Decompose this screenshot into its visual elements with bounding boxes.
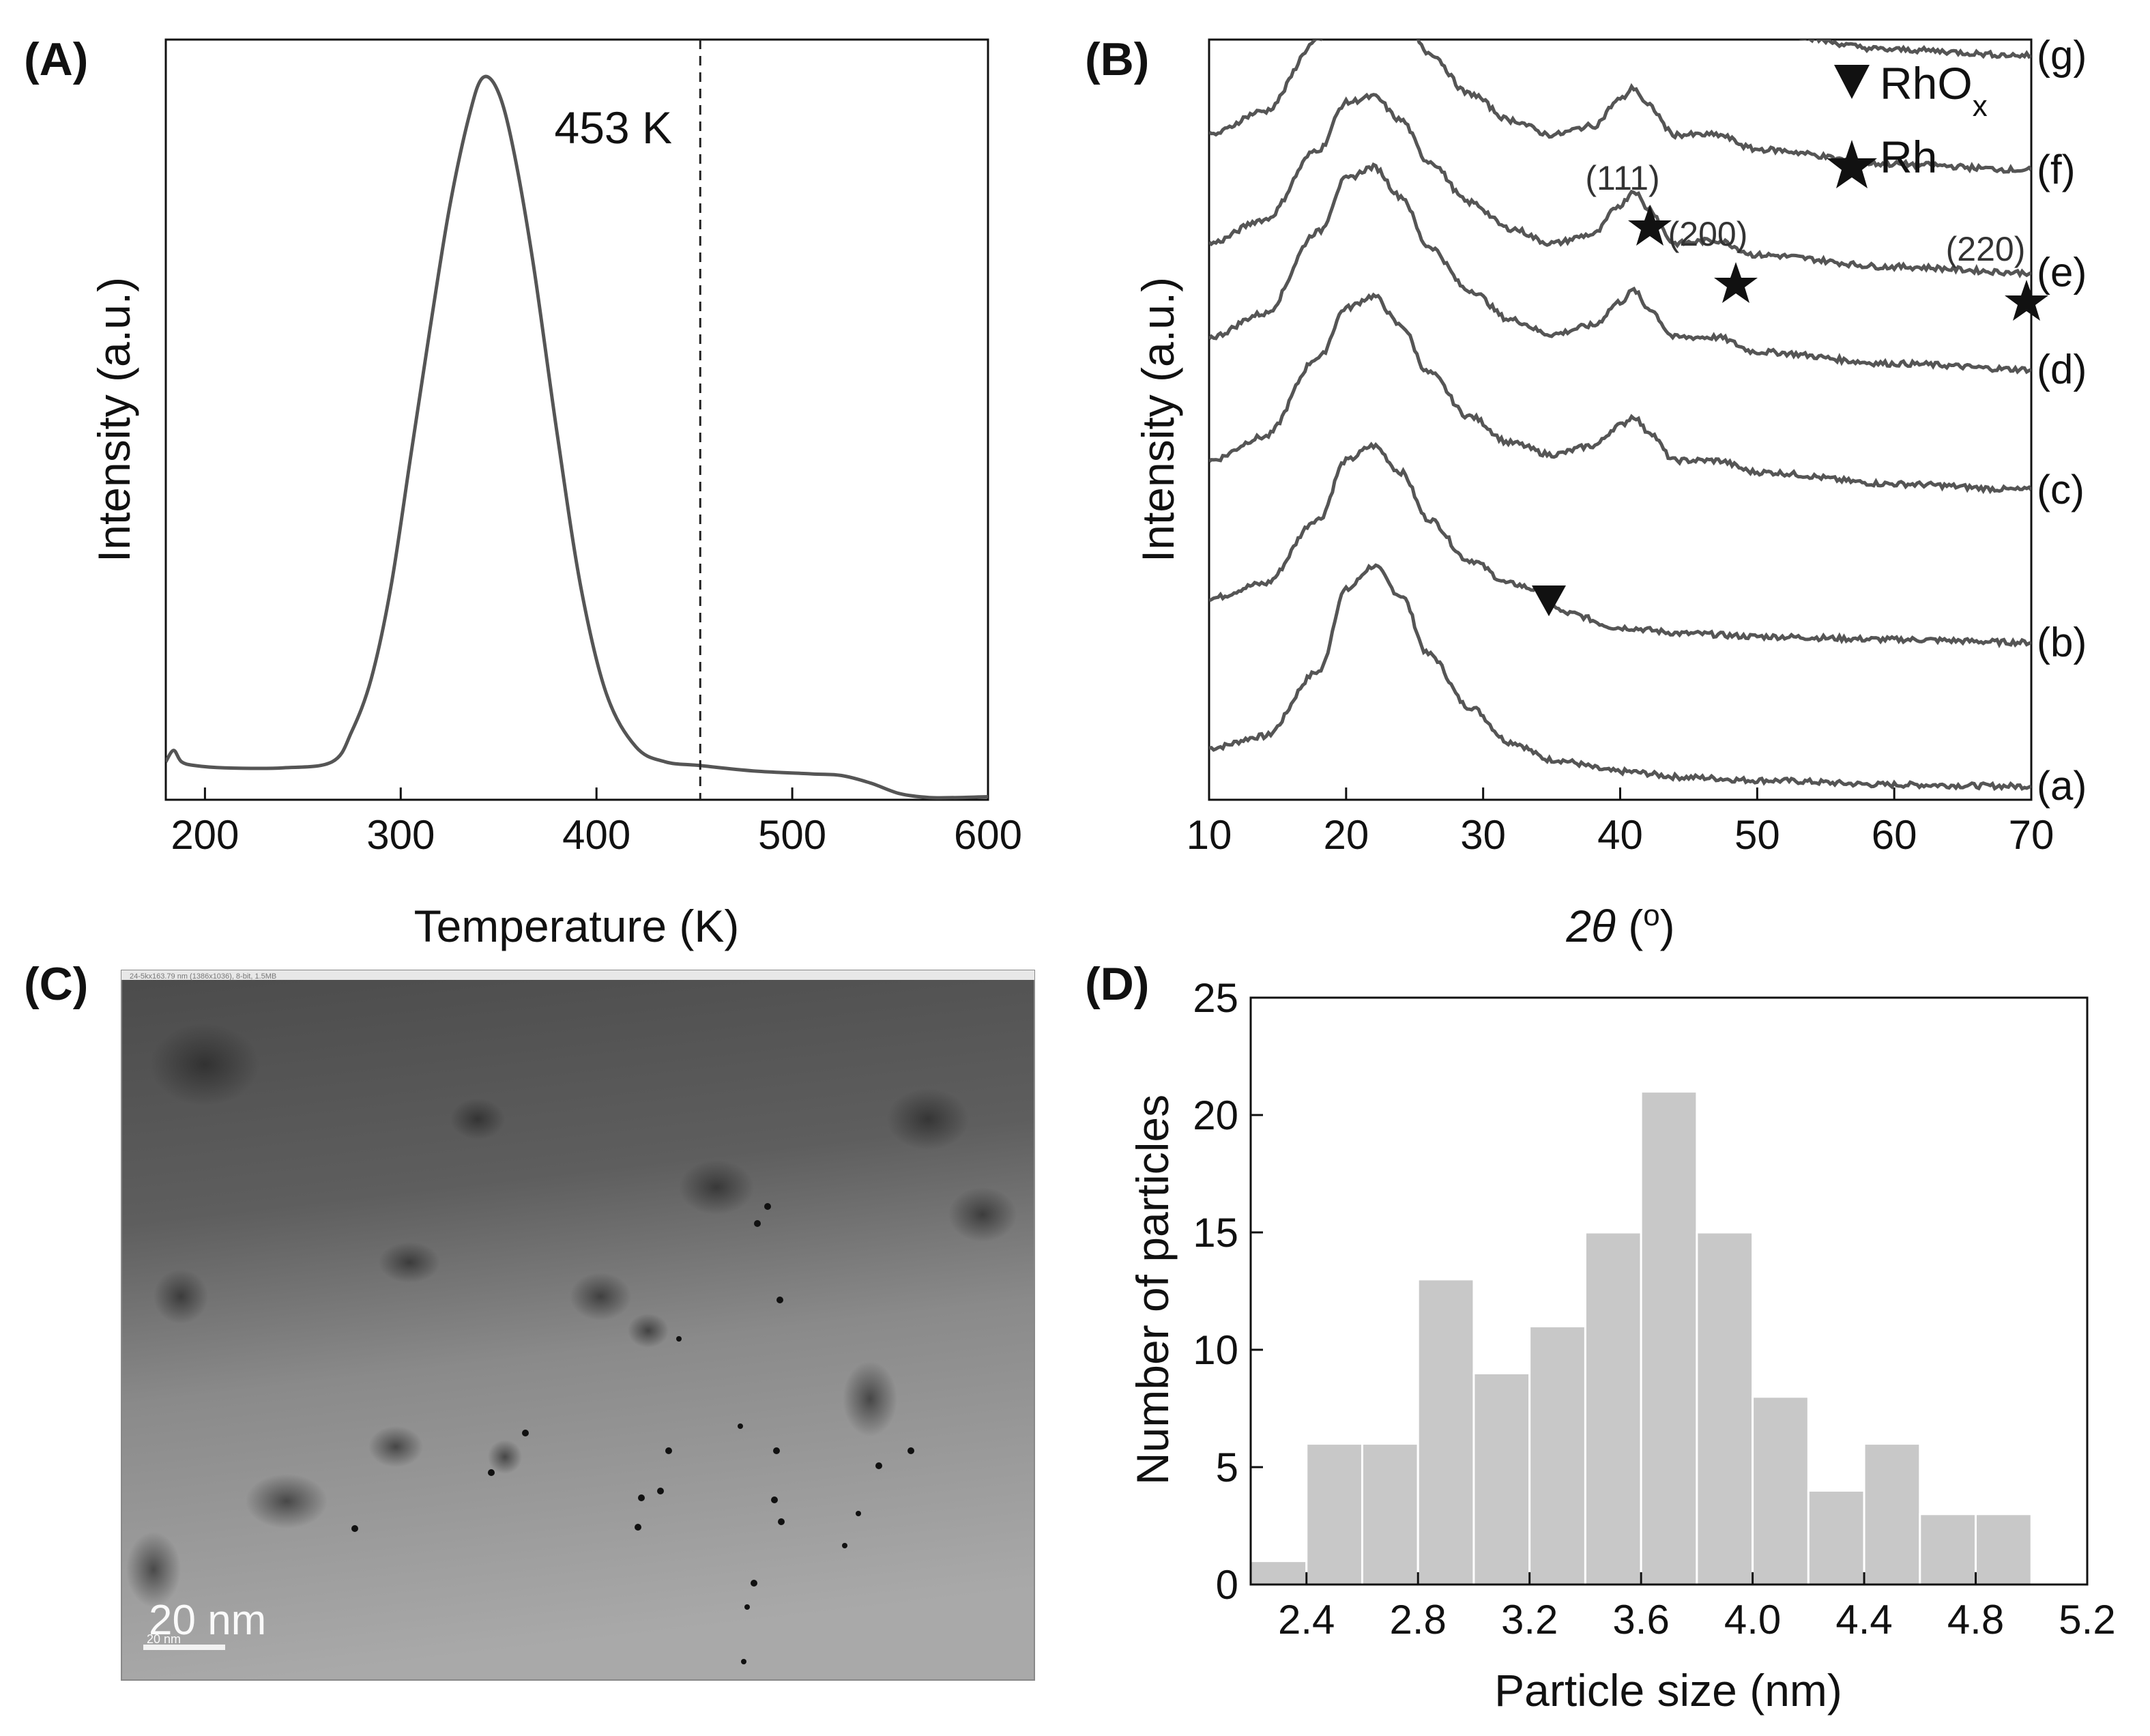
panel-a-frame: [164, 38, 989, 801]
panel-c-label: (C): [24, 958, 88, 1010]
annot-111-label: (111): [1585, 159, 1659, 197]
panel-a-tpr-curve: [166, 74, 988, 800]
histogram-bar: [1919, 1513, 1977, 1586]
panel-a-xtick-label: 500: [758, 812, 826, 858]
histogram-bar: [1305, 1443, 1363, 1586]
histogram-bar: [1584, 1231, 1642, 1586]
histogram-bar: [1472, 1372, 1531, 1586]
histogram-bar: [1640, 1090, 1698, 1586]
panel-b-curve-c: [1209, 292, 2031, 495]
legend-rhox-triangle-icon: [1834, 65, 1870, 99]
panel-a-vline-label: 453 K: [555, 102, 672, 153]
histogram-bar: [1417, 1278, 1475, 1586]
panel-b-curve-e: [1209, 92, 2031, 279]
panel-b-ylabel: Intensity (a.u.): [1133, 277, 1183, 562]
legend-rh-star-icon: [1827, 140, 1877, 188]
panel-b-xtick-label: 10: [1187, 812, 1232, 858]
legend-rh-label: Rh: [1880, 132, 1937, 182]
panel-b-series-label: (e): [2037, 250, 2087, 295]
panel-d-ytick-label: 20: [1193, 1093, 1238, 1138]
tem-scale-label-small: 20 nm: [147, 1632, 181, 1646]
panel-d-xtick-label: 4.4: [1835, 1597, 1892, 1643]
histogram-bar: [1975, 1513, 2033, 1586]
panel-b-curve-a: [1209, 563, 2031, 792]
panel-a-xlabel: Temperature (K): [414, 901, 740, 951]
panel-d-ytick-label: 10: [1193, 1327, 1238, 1373]
tem-header-text: 24-5kx163.79 nm (1386x1036), 8-bit, 1.5M…: [130, 972, 276, 981]
panel-b-xlabel: 2θ (o): [1565, 899, 1674, 952]
panel-d-xtick-label: 4.8: [1947, 1597, 2004, 1643]
panel-b-xtick-label: 30: [1460, 812, 1506, 858]
panel-d-xtick-label: 4.0: [1724, 1597, 1781, 1643]
panel-d-ytick-label: 0: [1216, 1562, 1238, 1608]
annot-220-label: (220): [1946, 230, 2026, 268]
panel-b-xtick-label: 40: [1597, 812, 1643, 858]
annot-200-star-icon: [1714, 262, 1758, 303]
panel-d-xtick-label: 2.4: [1278, 1597, 1335, 1643]
panel-b-series-label: (f): [2037, 147, 2076, 192]
panel-b-xtick-label: 60: [1872, 812, 1917, 858]
panel-a-xtick-label: 200: [171, 812, 239, 858]
panel-d-ylabel: Number of particles: [1127, 1095, 1178, 1485]
panel-b-series-label: (g): [2037, 32, 2087, 78]
legend-rhox-label: RhOx: [1880, 58, 1988, 123]
panel-b-curve-b: [1209, 442, 2031, 649]
tem-scale-bar: [143, 1645, 225, 1650]
panel-d-frame: [1249, 996, 2089, 1586]
panel-a-ylabel: Intensity (a.u.): [89, 277, 139, 562]
panel-d-ytick-label: 25: [1193, 975, 1238, 1021]
panel-b-series-label: (b): [2037, 619, 2087, 665]
panel-a-xtick-label: 600: [954, 812, 1022, 858]
panel-b-series-label: (c): [2037, 467, 2084, 512]
rhox-peak-triangle-icon: [1532, 585, 1566, 616]
panel-d-xtick-label: 5.2: [2059, 1597, 2115, 1643]
histogram-bar: [1696, 1231, 1754, 1586]
tem-image: 24-5kx163.79 nm (1386x1036), 8-bit, 1.5M…: [121, 970, 1035, 1681]
histogram-bar: [1249, 1560, 1308, 1586]
histogram-bar: [1361, 1443, 1419, 1586]
panel-a-xtick-label: 300: [366, 812, 435, 858]
panel-a-xtick-label: 400: [562, 812, 630, 858]
annot-111-star-icon: [1628, 205, 1672, 246]
histogram-bar: [1863, 1443, 1921, 1586]
tem-scale-label: 20 nm: [149, 1597, 266, 1644]
histogram-bar: [1528, 1325, 1586, 1586]
panel-d-ytick-label: 5: [1216, 1445, 1238, 1490]
annot-200-label: (200): [1668, 215, 1748, 253]
annot-220-star-icon: [2005, 280, 2048, 321]
panel-d-xtick-label: 3.2: [1501, 1597, 1558, 1643]
panel-b-label: (B): [1085, 33, 1149, 85]
panel-b-xtick-label: 50: [1734, 812, 1780, 858]
panel-d-xtick-label: 2.8: [1389, 1597, 1446, 1643]
panel-b-curve-d: [1209, 162, 2031, 375]
panel-b-xtick-label: 70: [2009, 812, 2054, 858]
histogram-bar: [1752, 1395, 1810, 1586]
panel-b-xtick-label: 20: [1323, 812, 1369, 858]
panel-d-xtick-label: 3.6: [1612, 1597, 1669, 1643]
panel-a-label: (A): [24, 33, 88, 85]
panel-b-curve-g: [1795, 40, 2031, 59]
panel-d-ytick-label: 15: [1193, 1210, 1238, 1256]
panel-b-curve-f: [1209, 40, 2031, 174]
histogram-bar: [1807, 1489, 1865, 1586]
panel-d-label: (D): [1085, 958, 1149, 1010]
panel-b-series-label: (d): [2037, 347, 2087, 392]
panel-d-xlabel: Particle size (nm): [1494, 1665, 1842, 1716]
panel-b-series-label: (a): [2037, 763, 2087, 809]
